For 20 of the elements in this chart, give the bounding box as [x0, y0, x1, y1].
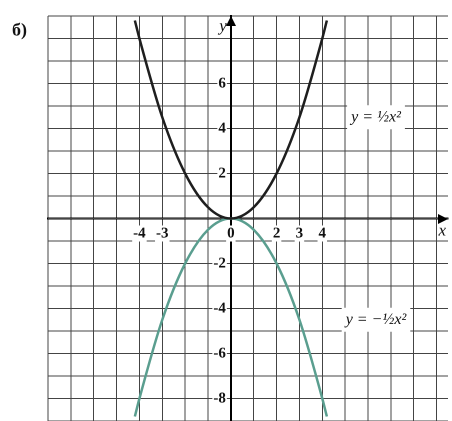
- y-tick-label: -8: [213, 390, 226, 406]
- y-tick-label: -6: [213, 345, 226, 362]
- x-tick-label: 0: [227, 225, 235, 242]
- y-tick-label: 6: [218, 75, 226, 92]
- x-tick-label: 3: [296, 225, 304, 242]
- x-tick-label: 4: [318, 225, 327, 242]
- y-tick-label: -4: [213, 300, 226, 316]
- y-tick-label: 2: [218, 165, 226, 182]
- annotation: y = −½x²: [344, 310, 408, 328]
- x-axis-title: x: [437, 220, 446, 240]
- x-tick-label: 2: [272, 225, 280, 242]
- y-axis-title: y: [217, 16, 228, 35]
- x-tick-label: -4: [133, 225, 146, 242]
- x-tick-label: -3: [156, 225, 169, 242]
- line-series: [134, 217, 328, 418]
- annotation: y = ½x²: [349, 108, 402, 126]
- y-tick-label: 4: [218, 120, 226, 136]
- chart-title: б): [12, 20, 27, 40]
- line-series: [134, 19, 328, 220]
- y-tick-label: -2: [213, 255, 226, 272]
